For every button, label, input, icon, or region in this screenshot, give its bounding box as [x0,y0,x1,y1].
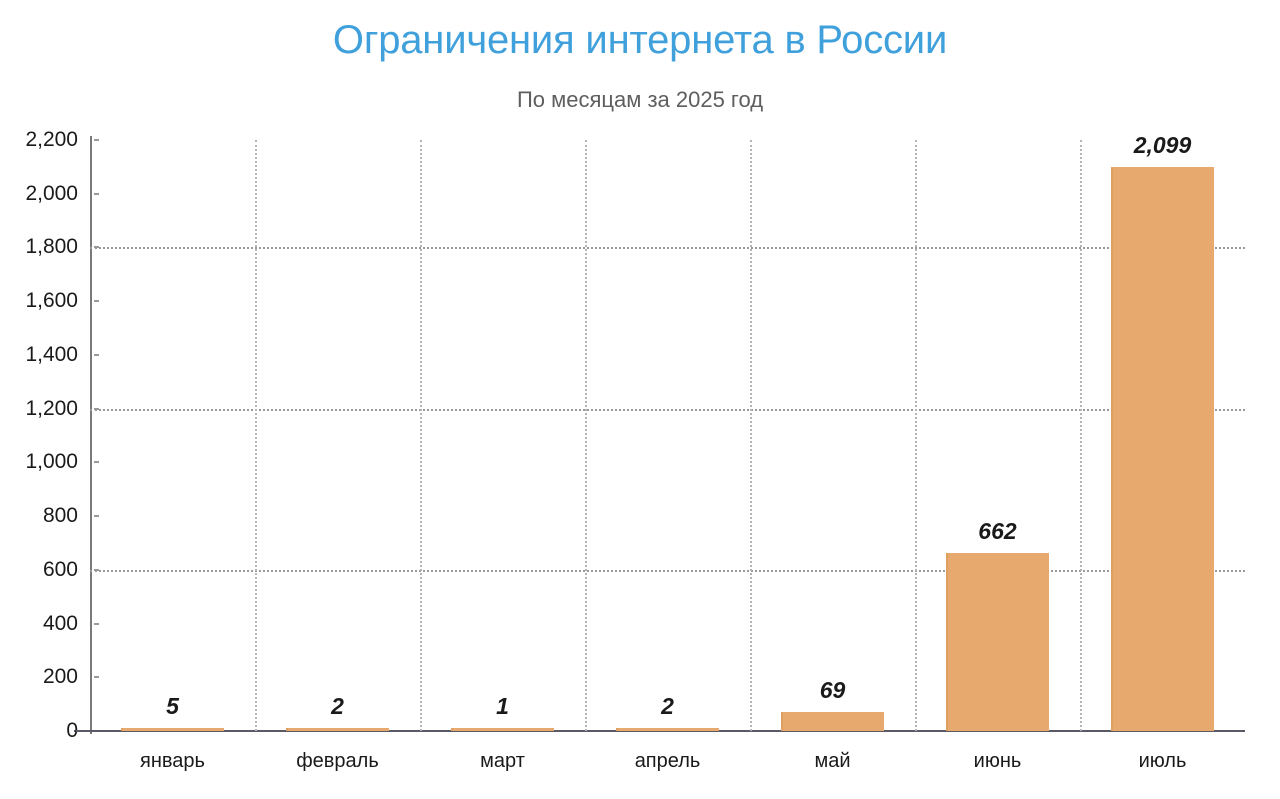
bar-value-label: 662 [978,518,1017,545]
page-title: Ограничения интернета в России [332,18,948,62]
x-axis-tick-label: июнь [973,750,1022,772]
y-axis-tick-label: 1,200 [25,396,78,420]
y-axis-tick-label: 1,000 [25,450,78,474]
y-axis-tick-label: 2,000 [25,181,78,205]
gridline-horizontal [90,247,1245,250]
gridline-vertical [255,140,257,731]
gridline-horizontal [90,569,1245,572]
bar-value-label: 5 [166,693,179,719]
bar[interactable] [780,712,885,731]
bar-value-label: 2,099 [1133,132,1192,159]
y-axis-line [90,136,92,734]
gridline-vertical [585,140,587,731]
gridline-vertical [420,140,422,731]
bar[interactable] [450,728,555,731]
y-axis-tick-mark [94,353,99,356]
x-axis-tick-label: апрель [634,750,701,772]
bar[interactable] [1110,167,1215,731]
bar[interactable] [285,728,390,731]
gridline-vertical [1080,140,1082,731]
y-axis-tick-mark [94,192,99,195]
x-axis-tick-label: март [480,750,525,772]
y-axis-tick-mark [94,139,99,141]
bar-value-label: 2 [661,693,674,719]
y-axis-tick-label: 600 [42,557,78,581]
y-axis-tick-label: 1,400 [25,342,78,366]
x-axis-tick-label: июль [1138,750,1187,772]
y-axis-tick-mark [94,676,99,679]
y-axis-tick-label: 200 [42,665,78,689]
y-axis-tick-mark [94,515,99,518]
y-axis-tick-mark [76,730,92,732]
y-axis-tick-label: 400 [42,611,78,635]
plot-area: 5 2 1 2 69 662 2,099 [90,132,1245,731]
y-axis-tick-label: 800 [42,504,78,528]
bar[interactable] [615,728,720,731]
chart-subtitle: По месяцам за 2025 год [516,87,764,112]
bar[interactable] [945,553,1050,731]
y-axis-tick-label: 0 [66,719,78,742]
bar-value-label: 1 [496,693,509,719]
x-axis-tick-label: май [814,750,851,772]
y-axis-tick-label: 1,800 [25,235,78,259]
gridline-horizontal [90,408,1245,411]
y-axis-tick-label: 2,200 [25,128,78,151]
y-axis-tick-mark [94,461,99,464]
gridline-vertical [750,140,752,731]
bar[interactable] [120,728,225,731]
y-axis-tick-mark [94,300,99,303]
y-axis-tick-label: 1,600 [25,289,78,313]
y-axis-tick-mark [94,622,99,625]
x-axis-line [74,730,1245,732]
bar-value-label: 69 [819,677,846,704]
x-axis-tick-label: январь [140,750,205,772]
x-axis-tick-label: февраль [296,750,379,772]
gridline-vertical [915,140,917,731]
bar-value-label: 2 [331,693,344,719]
